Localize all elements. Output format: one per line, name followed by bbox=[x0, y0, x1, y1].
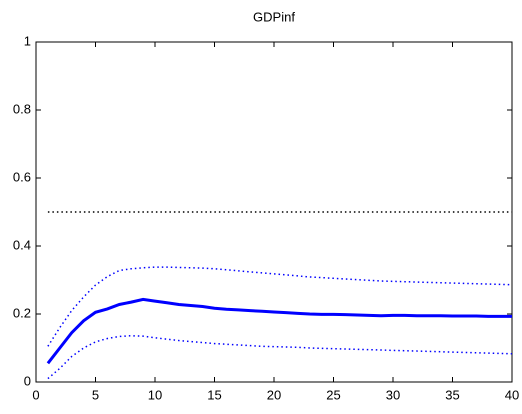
x-tick-label: 20 bbox=[267, 387, 281, 402]
chart-title: GDPinf bbox=[253, 9, 295, 24]
y-tick-label: 0.2 bbox=[13, 305, 31, 320]
x-tick-label: 25 bbox=[326, 387, 340, 402]
x-tick-label: 10 bbox=[148, 387, 162, 402]
line-series bbox=[46, 297, 512, 365]
line-series bbox=[47, 335, 513, 380]
x-tick-label: 15 bbox=[207, 387, 221, 402]
y-tick-label: 1 bbox=[24, 33, 31, 48]
y-tick-label: 0 bbox=[24, 373, 31, 388]
x-tick-label: 40 bbox=[505, 387, 519, 402]
y-tick-label: 0.6 bbox=[13, 169, 31, 184]
x-tick-label: 35 bbox=[445, 387, 459, 402]
x-tick-label: 0 bbox=[32, 387, 39, 402]
x-tick-label: 30 bbox=[386, 387, 400, 402]
y-tick-label: 0.4 bbox=[13, 237, 31, 252]
line-series bbox=[47, 266, 513, 347]
x-tick-label: 5 bbox=[92, 387, 99, 402]
y-tick-label: 0.8 bbox=[13, 101, 31, 116]
